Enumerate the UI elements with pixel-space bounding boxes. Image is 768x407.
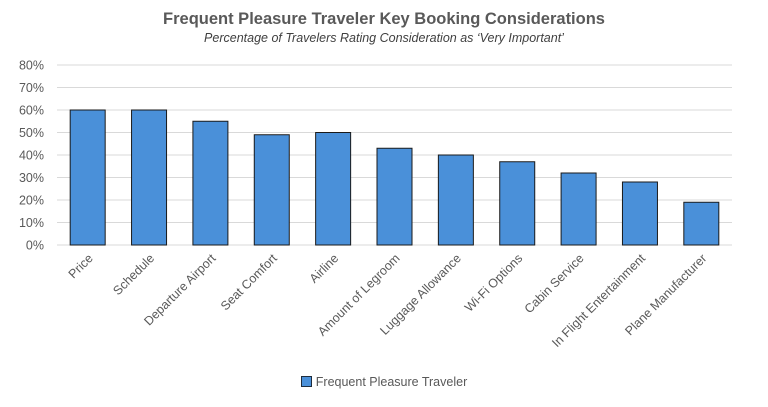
legend: Frequent Pleasure Traveler [0, 375, 768, 389]
chart-title: Frequent Pleasure Traveler Key Booking C… [163, 10, 605, 28]
y-tick-label: 0% [26, 239, 44, 253]
bar [192, 120, 229, 246]
y-tick-label: 50% [19, 126, 44, 140]
chart-subtitle: Percentage of Travelers Rating Considera… [204, 31, 564, 45]
y-axis-ticks: 0% 10% 20% 30% 40% 50% 60% 70% 80% [19, 59, 44, 253]
y-tick-label: 20% [19, 194, 44, 208]
y-tick-label: 80% [19, 59, 44, 73]
bar [560, 172, 597, 246]
legend-label: Frequent Pleasure Traveler [315, 375, 468, 389]
bar [683, 201, 720, 246]
bar [621, 181, 658, 246]
x-tick-label: Cabin Service [522, 251, 587, 316]
x-tick-label: Schedule [110, 251, 157, 298]
bar-chart: 0% 10% 20% 30% 40% 50% 60% 70% 80% Price Schedule… [19, 59, 732, 350]
y-tick-label: 70% [19, 81, 44, 95]
y-tick-label: 40% [19, 149, 44, 163]
x-tick-label: Airline [307, 251, 341, 285]
bar [315, 132, 352, 246]
bar [253, 134, 290, 246]
bar [376, 147, 413, 246]
gridlines [57, 64, 732, 246]
bars [69, 109, 720, 246]
y-tick-label: 10% [19, 216, 44, 230]
x-tick-label: Wi-Fi Options [462, 251, 525, 314]
bar [499, 161, 536, 246]
y-tick-label: 60% [19, 104, 44, 118]
x-tick-label: Seat Comfort [218, 251, 280, 313]
bar [69, 109, 106, 246]
y-tick-label: 30% [19, 171, 44, 185]
legend-swatch [300, 376, 312, 388]
bar [437, 154, 474, 246]
x-tick-label: Price [66, 251, 96, 281]
bar [131, 109, 168, 246]
